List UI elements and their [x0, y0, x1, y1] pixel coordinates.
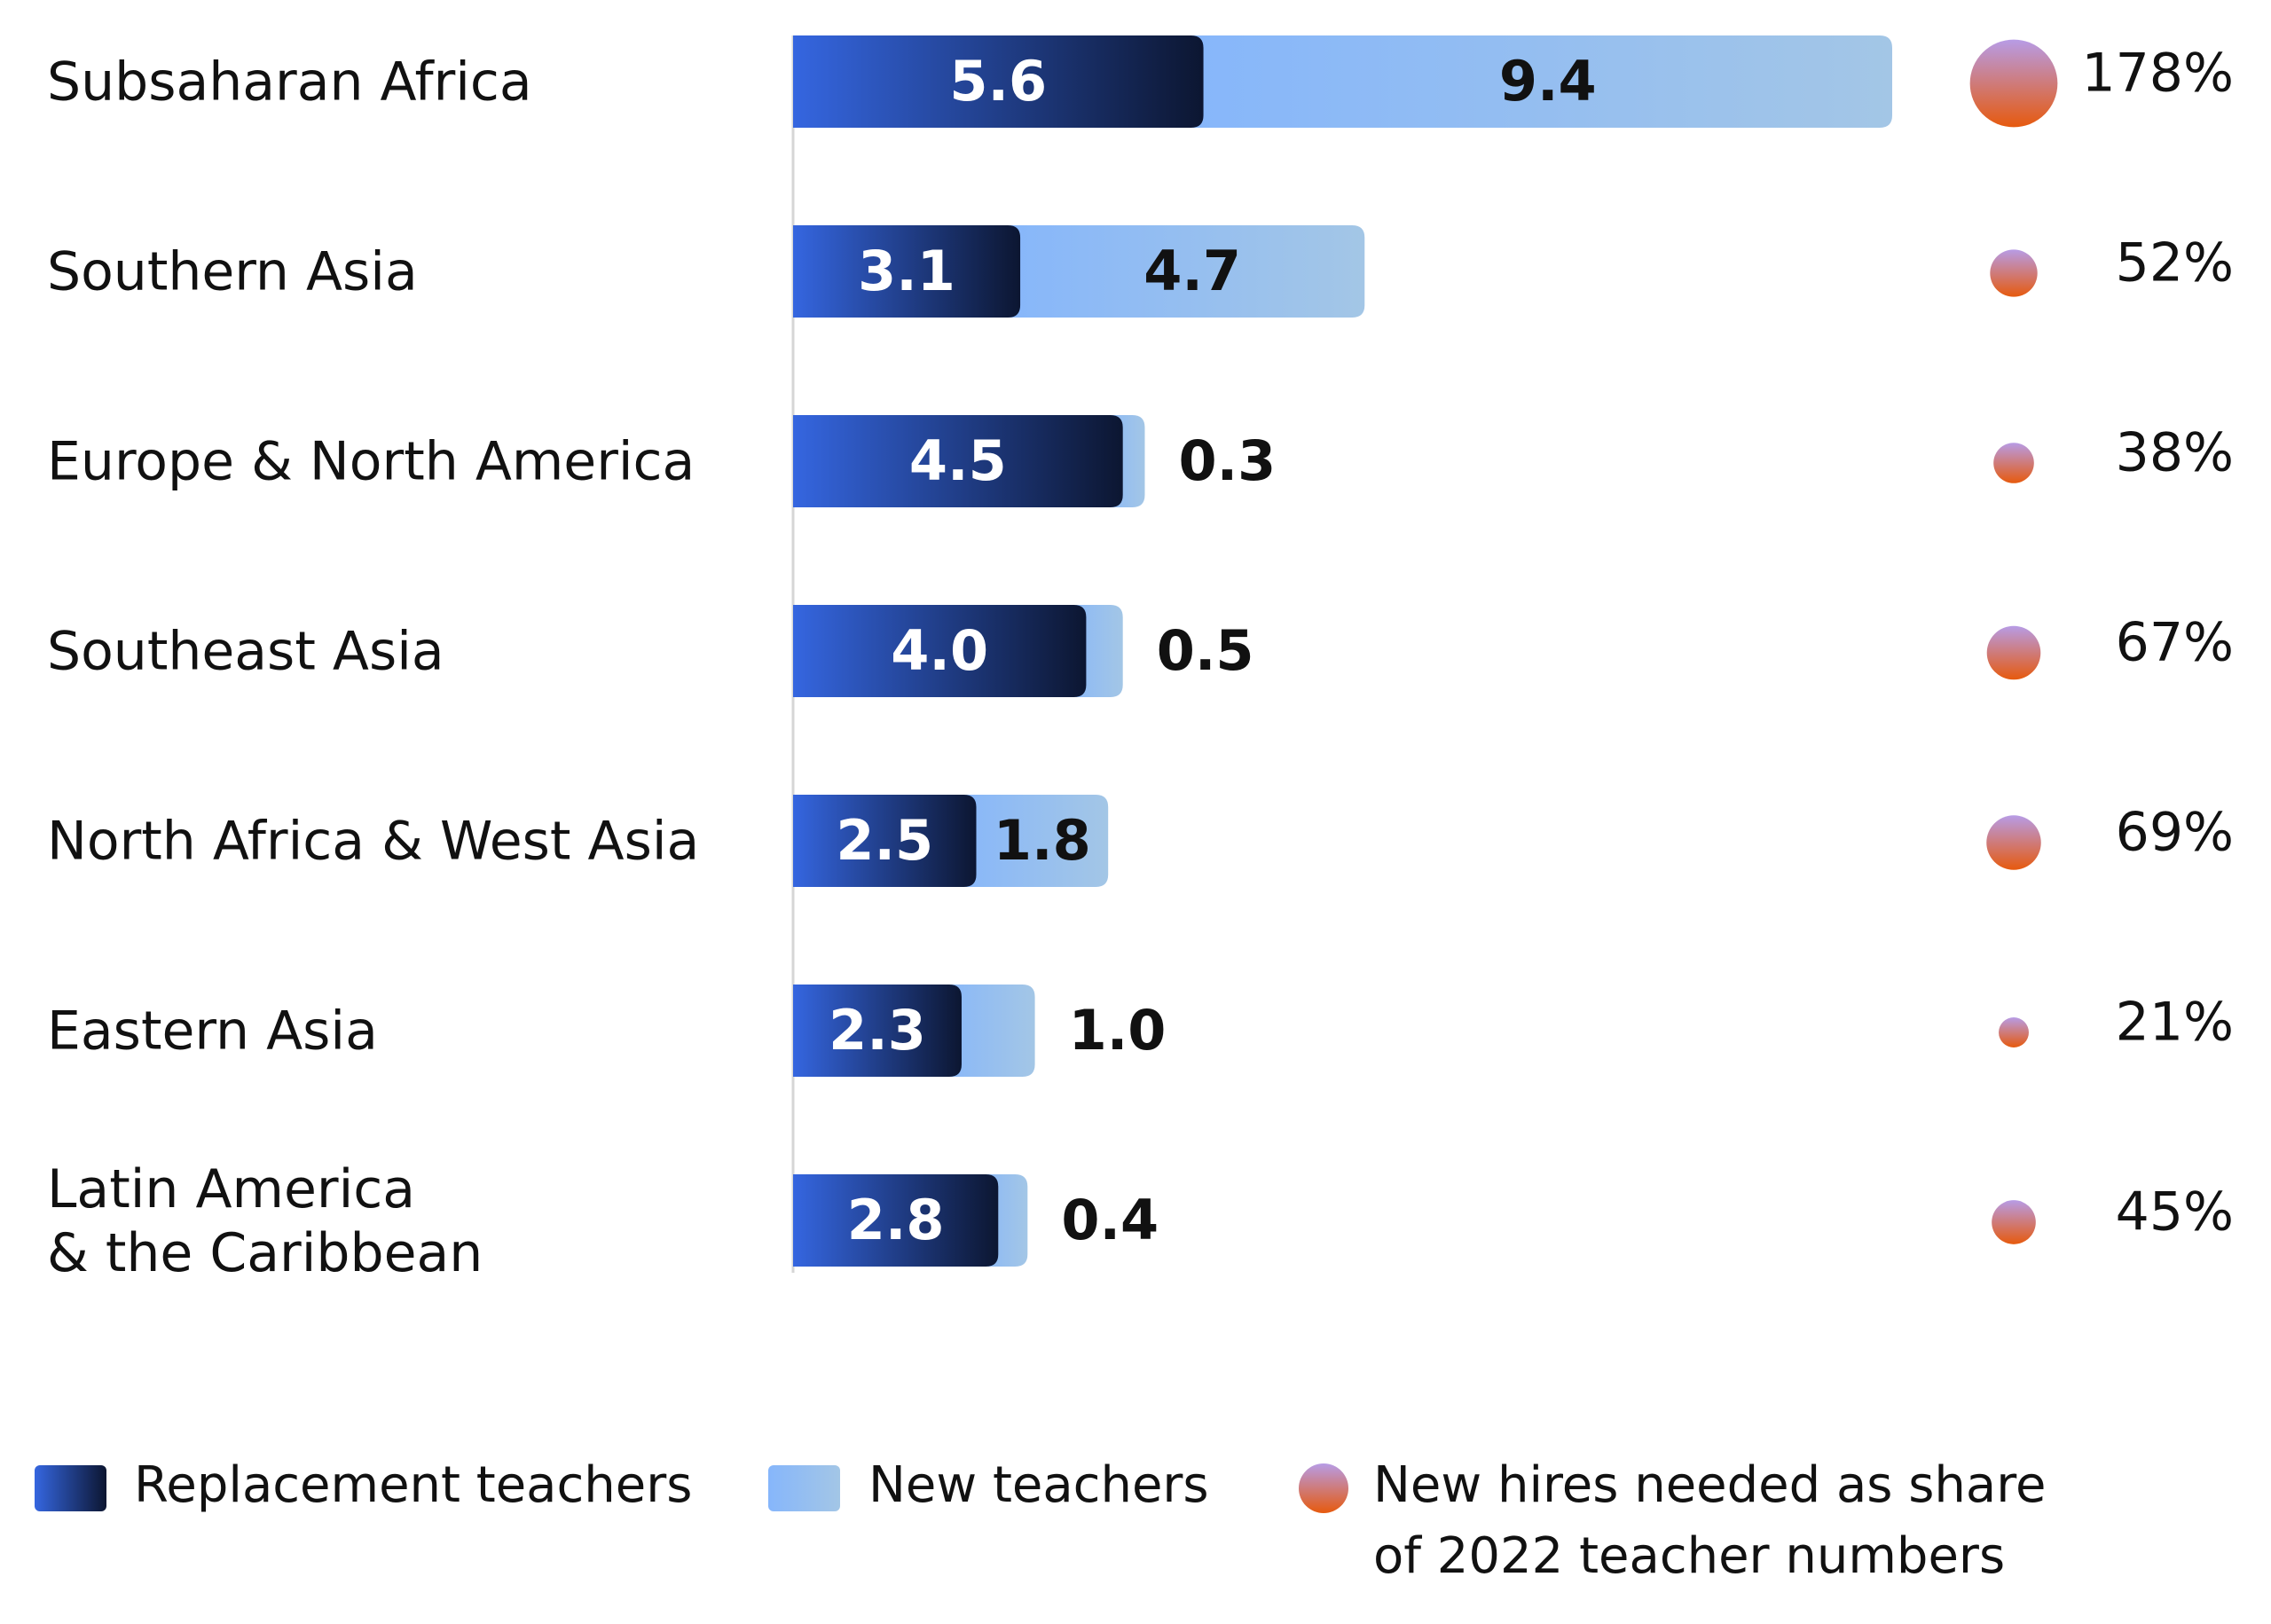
share-label: 45% [2116, 1181, 2234, 1243]
bar-replacement [793, 985, 962, 1077]
bar-value-label: 2.3 [829, 998, 926, 1063]
bar-value-label: 0.5 [1157, 618, 1254, 683]
share-bubble [1993, 443, 2034, 483]
bar-replacement [793, 795, 977, 887]
bar-value-label: 2.8 [847, 1188, 945, 1252]
share-bubble [1986, 625, 2041, 680]
category-label: Latin America & the Caribbean [47, 1158, 483, 1284]
bar-new [1176, 35, 1892, 128]
bar-value-label: 2.5 [836, 808, 933, 873]
category-label: North Africa & West Asia [47, 811, 699, 873]
legend-swatch [768, 1465, 840, 1511]
bar-replacement [793, 35, 1204, 128]
bar-value-label: 1.8 [994, 808, 1091, 873]
bar-value-label: 4.0 [891, 618, 988, 683]
bar-value-label: 3.1 [858, 239, 955, 303]
legend-label: Replacement teachers [134, 1456, 692, 1514]
bar-value-label: 1.0 [1069, 998, 1167, 1063]
bar-replacement [793, 225, 1021, 318]
bar-new [994, 225, 1365, 318]
legend-bubble [1299, 1463, 1348, 1513]
category-label: Southeast Asia [47, 621, 444, 683]
category-label: Southern Asia [47, 241, 418, 303]
legend-label: New teachers [868, 1456, 1209, 1514]
share-bubble [1992, 1200, 2036, 1244]
share-bubble [1986, 815, 2041, 870]
bar-new [949, 795, 1109, 887]
category-label: Subsaharan Africa [47, 51, 532, 114]
category-label: Europe & North America [47, 431, 695, 493]
share-bubble [1969, 39, 2058, 128]
share-label: 178% [2081, 43, 2234, 105]
legend-swatch [35, 1465, 106, 1511]
bar-value-label: 0.3 [1178, 428, 1276, 493]
category-label: Eastern Asia [47, 1000, 378, 1063]
bar-value-label: 4.5 [909, 428, 1007, 493]
share-label: 21% [2116, 992, 2234, 1054]
bar-value-label: 4.7 [1143, 239, 1241, 303]
bar-replacement [793, 605, 1087, 697]
share-label: 38% [2116, 422, 2234, 484]
bar-replacement [793, 1174, 999, 1267]
legend-label: New hires needed as share of 2022 teacher… [1373, 1456, 2047, 1585]
bar-value-label: 9.4 [1499, 49, 1597, 114]
bar-value-label: 5.6 [949, 49, 1047, 114]
share-label: 67% [2116, 612, 2234, 674]
bar-replacement [793, 415, 1123, 507]
bar-value-label: 0.4 [1061, 1188, 1159, 1252]
share-bubble [1999, 1017, 2029, 1047]
share-label: 52% [2116, 232, 2234, 294]
share-label: 69% [2116, 802, 2234, 864]
share-bubble [1990, 249, 2038, 297]
